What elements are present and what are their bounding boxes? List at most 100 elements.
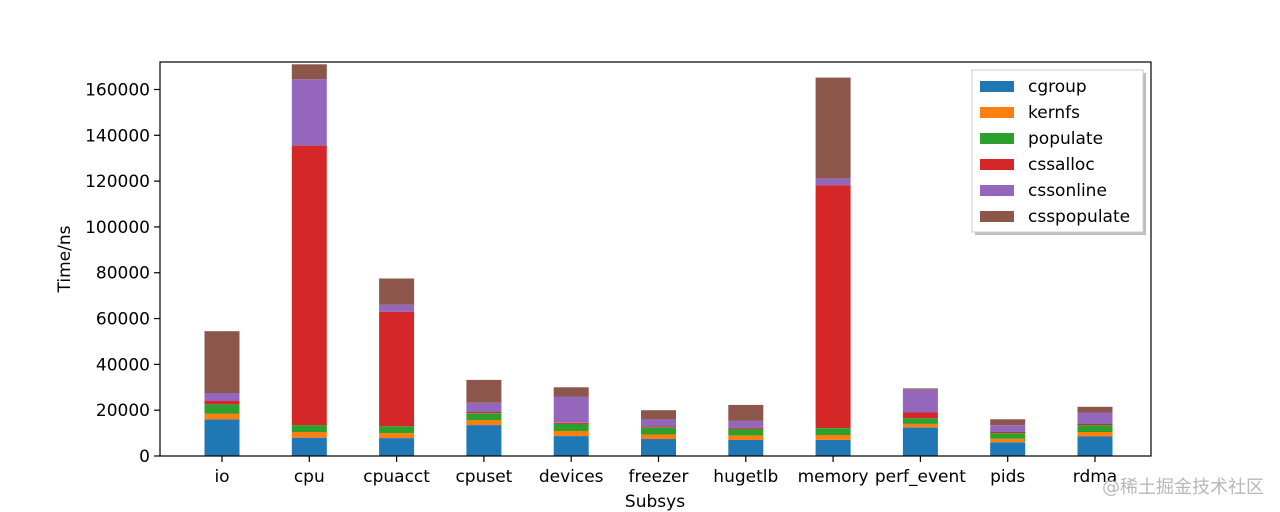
bar-cgroup-io — [204, 419, 240, 456]
legend-label-csspopulate: csspopulate — [1028, 207, 1130, 227]
bar-populate-cpu — [291, 425, 327, 432]
bar-cssalloc-hugetlb — [728, 427, 764, 429]
bar-csspopulate-cpu — [291, 64, 327, 80]
bar-cssalloc-memory — [815, 185, 851, 428]
bar-cgroup-hugetlb — [728, 440, 764, 456]
y-tick-label: 140000 — [85, 126, 150, 146]
legend-swatch-cgroup — [980, 81, 1014, 92]
bar-cgroup-freezer — [641, 439, 676, 456]
legend-swatch-csspopulate — [980, 211, 1014, 222]
watermark: @稀土掘金技术社区 — [1102, 477, 1264, 498]
bar-cssonline-io — [204, 393, 240, 401]
bar-cssonline-memory — [815, 178, 851, 186]
bar-populate-perf_event — [902, 418, 938, 424]
bar-cssalloc-devices — [553, 422, 589, 424]
bar-cssonline-cpu — [291, 79, 327, 146]
bar-cssonline-pids — [990, 425, 1026, 432]
y-tick-label: 160000 — [85, 80, 150, 100]
bar-populate-freezer — [641, 427, 676, 435]
bar-csspopulate-pids — [990, 419, 1026, 425]
bar-csspopulate-perf_event — [902, 388, 938, 390]
bar-cssonline-perf_event — [902, 389, 938, 413]
legend-label-populate: populate — [1028, 129, 1103, 149]
bar-kernfs-cpuset — [466, 420, 502, 425]
legend: cgroup kernfs populate cssalloc cssonline css… — [971, 69, 1146, 235]
bar-kernfs-devices — [553, 431, 589, 436]
plot-frame — [159, 61, 1152, 457]
bar-csspopulate-io — [204, 331, 240, 393]
x-tick-label-cpu: cpu — [294, 467, 325, 487]
bar-populate-devices — [553, 423, 589, 431]
legend-label-kernfs: kernfs — [1028, 103, 1080, 123]
bar-cssalloc-pids — [990, 431, 1026, 433]
bar-cgroup-perf_event — [902, 427, 938, 456]
y-tick-label: 20000 — [96, 401, 150, 421]
bar-populate-cpuset — [466, 413, 502, 421]
bar-csspopulate-cpuacct — [379, 278, 415, 305]
x-tick-label-io: io — [214, 467, 229, 487]
bar-cssalloc-perf_event — [902, 412, 938, 419]
x-tick-label-rdma: rdma — [1073, 467, 1117, 487]
x-tick-label-freezer: freezer — [629, 467, 689, 487]
y-tick-label: 0 — [139, 447, 150, 467]
x-axis: io cpu cpuacct cpuset devices freezer hugetlb m… — [214, 456, 1117, 487]
bar-kernfs-rdma — [1077, 431, 1113, 437]
bar-csspopulate-cpuset — [466, 379, 502, 403]
y-axis: 0 20000 40000 60000 80000 100000 120000 140000 1… — [85, 80, 160, 467]
x-axis-label: Subsys — [625, 492, 685, 512]
legend-swatch-cssalloc — [980, 159, 1014, 170]
bar-csspopulate-hugetlb — [728, 404, 764, 421]
bar-cssalloc-cpuset — [466, 412, 502, 414]
bar-populate-hugetlb — [728, 429, 764, 436]
bar-cgroup-pids — [990, 442, 1026, 456]
bar-kernfs-perf_event — [902, 423, 938, 428]
bar-cssalloc-cpu — [291, 145, 327, 426]
y-tick-label: 60000 — [96, 310, 150, 330]
bar-kernfs-cpu — [291, 431, 327, 438]
bar-cgroup-cpuset — [466, 425, 502, 456]
bar-kernfs-freezer — [641, 434, 676, 440]
x-tick-label-cpuset: cpuset — [455, 467, 512, 487]
y-axis-label: Time/ns — [55, 225, 75, 293]
bar-cgroup-cpu — [291, 437, 327, 456]
bar-populate-rdma — [1077, 425, 1113, 432]
bar-cssonline-cpuset — [466, 402, 502, 413]
bar-csspopulate-devices — [553, 387, 589, 397]
legend-swatch-populate — [980, 133, 1014, 144]
bar-kernfs-io — [204, 413, 240, 420]
bar-kernfs-memory — [815, 434, 851, 440]
y-tick-label: 120000 — [85, 172, 150, 192]
x-tick-label-pids: pids — [990, 467, 1025, 487]
y-tick-label: 80000 — [96, 264, 150, 284]
bar-populate-cpuacct — [379, 426, 415, 434]
bar-csspopulate-rdma — [1077, 406, 1113, 413]
bar-kernfs-hugetlb — [728, 435, 764, 440]
bar-cssalloc-cpuacct — [379, 311, 415, 427]
y-tick-label: 40000 — [96, 355, 150, 375]
legend-swatch-cssonline — [980, 185, 1014, 196]
legend-box — [971, 69, 1144, 233]
bar-kernfs-pids — [990, 438, 1026, 443]
bar-populate-pids — [990, 433, 1026, 439]
bar-cgroup-rdma — [1077, 436, 1113, 456]
bar-cssonline-freezer — [641, 419, 676, 427]
legend-label-cssalloc: cssalloc — [1028, 155, 1095, 175]
bar-cgroup-memory — [815, 440, 851, 456]
x-tick-label-devices: devices — [539, 467, 604, 487]
legend-swatch-kernfs — [980, 107, 1014, 118]
legend-label-cgroup: cgroup — [1028, 77, 1087, 97]
bar-cssalloc-io — [204, 401, 240, 405]
bar-cssalloc-rdma — [1077, 423, 1113, 425]
bar-populate-memory — [815, 428, 851, 435]
bar-cssonline-devices — [553, 396, 589, 423]
bar-csspopulate-freezer — [641, 410, 676, 420]
x-tick-label-memory: memory — [798, 467, 869, 487]
x-tick-label-perf_event: perf_event — [875, 467, 966, 487]
bar-kernfs-cpuacct — [379, 433, 415, 439]
y-tick-label: 100000 — [85, 218, 150, 238]
bar-cssonline-cpuacct — [379, 304, 415, 312]
bars-layer — [204, 64, 1113, 456]
bar-cssonline-rdma — [1077, 412, 1113, 424]
x-tick-label-hugetlb: hugetlb — [713, 467, 778, 487]
